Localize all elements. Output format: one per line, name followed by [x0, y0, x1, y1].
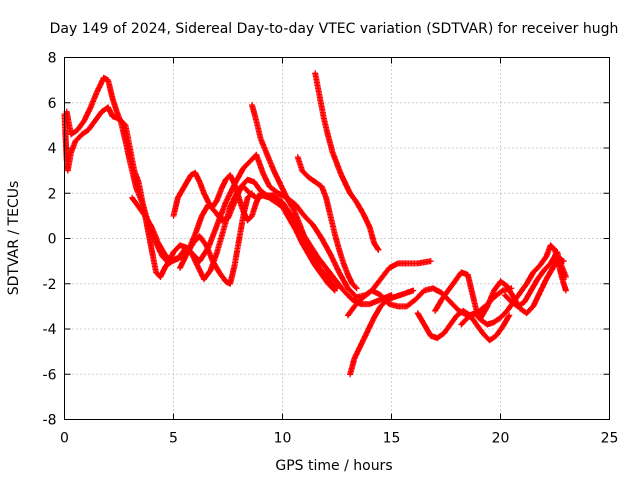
series-arc13	[458, 242, 569, 328]
series-markers	[294, 154, 360, 292]
series-arc11	[414, 307, 513, 344]
x-tick-label: 0	[60, 431, 69, 447]
series-markers	[249, 102, 340, 292]
x-axis-label: GPS time / hours	[275, 458, 392, 474]
series-arc5	[177, 190, 255, 287]
series-arc14	[501, 249, 569, 310]
y-tick-label: -8	[43, 413, 57, 429]
series-markers	[177, 190, 255, 287]
chart-title: Day 149 of 2024, Sidereal Day-to-day VTE…	[50, 21, 619, 37]
x-tick-label: 15	[383, 431, 401, 447]
y-tick-label: 0	[48, 232, 57, 248]
series-markers	[501, 249, 569, 310]
series-arc8	[312, 70, 382, 253]
x-tick-label: 5	[169, 431, 178, 447]
y-tick-label: 4	[48, 141, 57, 157]
y-tick-label: 8	[48, 51, 57, 67]
y-tick-label: -2	[43, 277, 57, 293]
x-tick-label: 20	[492, 431, 510, 447]
y-tick-label: -6	[43, 367, 57, 383]
x-tick-label: 10	[274, 431, 292, 447]
series-markers	[414, 307, 513, 344]
series-markers	[312, 70, 382, 253]
axes: 0 5 10 15 20 25 -8 -6 -4 -2 0 2 4 6 8	[43, 51, 619, 447]
y-axis-label: SDTVAR / TECUs	[6, 181, 22, 296]
series-arc2	[63, 74, 395, 308]
series-markers	[458, 242, 569, 328]
x-tick-label: 25	[601, 431, 619, 447]
y-tick-label: 2	[48, 186, 57, 202]
y-tick-label: -4	[43, 322, 57, 338]
series-markers	[63, 74, 395, 308]
data-points	[61, 70, 569, 378]
series-markers	[347, 287, 417, 378]
series-arc10	[347, 287, 417, 378]
plot-frame	[64, 57, 610, 420]
series-arc7	[294, 154, 360, 292]
series-arc6	[249, 102, 340, 292]
y-tick-label: 6	[48, 96, 57, 112]
